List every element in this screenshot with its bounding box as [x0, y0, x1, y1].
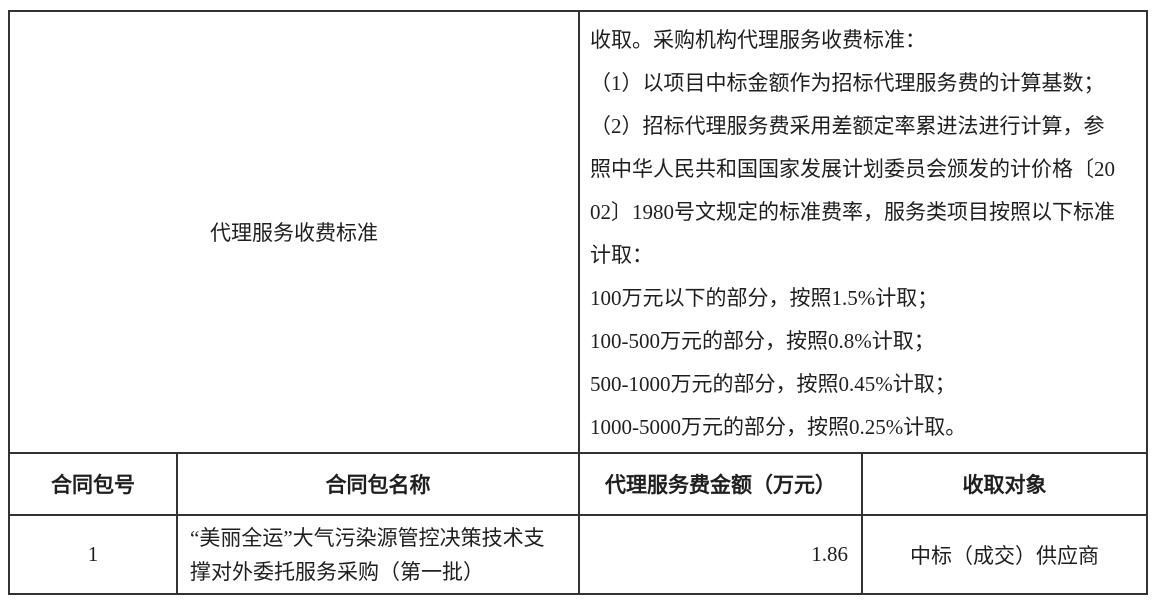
fee-standard-line: 500-1000万元的部分，按照0.45%计取；: [590, 372, 956, 396]
fee-standard-line: 计取：: [590, 243, 653, 267]
table-row-charge-target: 中标（成交）供应商: [863, 516, 1146, 593]
fee-standard-line: 100万元以下的部分，按照1.5%计取；: [590, 286, 939, 310]
header-fee-amount: 代理服务费金额（万元）: [580, 454, 861, 514]
fee-standard-line: 收取。采购机构代理服务收费标准：: [590, 28, 926, 52]
header-charge-target: 收取对象: [863, 454, 1146, 514]
fee-standard-line: 照中华人民共和国国家发展计划委员会颁发的计价格〔20: [590, 157, 1115, 181]
fee-standard-line: （1）以项目中标金额作为招标代理服务费的计算基数；: [590, 71, 1105, 95]
table-row-fee-amount: 1.86: [580, 516, 861, 593]
fee-standard-line: 02〕1980号文规定的标准费率，服务类项目按照以下标准: [590, 200, 1115, 224]
fee-standard-line: 1000-5000万元的部分，按照0.25%计取。: [590, 415, 967, 439]
fee-standard-line: （2）招标代理服务费采用差额定率累进法进行计算，参: [590, 114, 1105, 138]
fee-standard-label-cell: 代理服务收费标准: [10, 12, 578, 452]
fee-standard-label: 代理服务收费标准: [210, 221, 378, 245]
fee-standard-table: 代理服务收费标准 收取。采购机构代理服务收费标准： （1）以项目中标金额作为招标代…: [8, 10, 1148, 595]
header-package-no: 合同包号: [10, 454, 176, 514]
header-package-name: 合同包名称: [178, 454, 578, 514]
table-row-package-no: 1: [10, 516, 176, 593]
table-row-package-name: “美丽全运”大气污染源管控决策技术支撑对外委托服务采购（第一批）: [178, 516, 578, 593]
fee-standard-line: 100-500万元的部分，按照0.8%计取；: [590, 329, 935, 353]
fee-standard-detail-cell: 收取。采购机构代理服务收费标准： （1）以项目中标金额作为招标代理服务费的计算基数…: [580, 12, 1146, 452]
